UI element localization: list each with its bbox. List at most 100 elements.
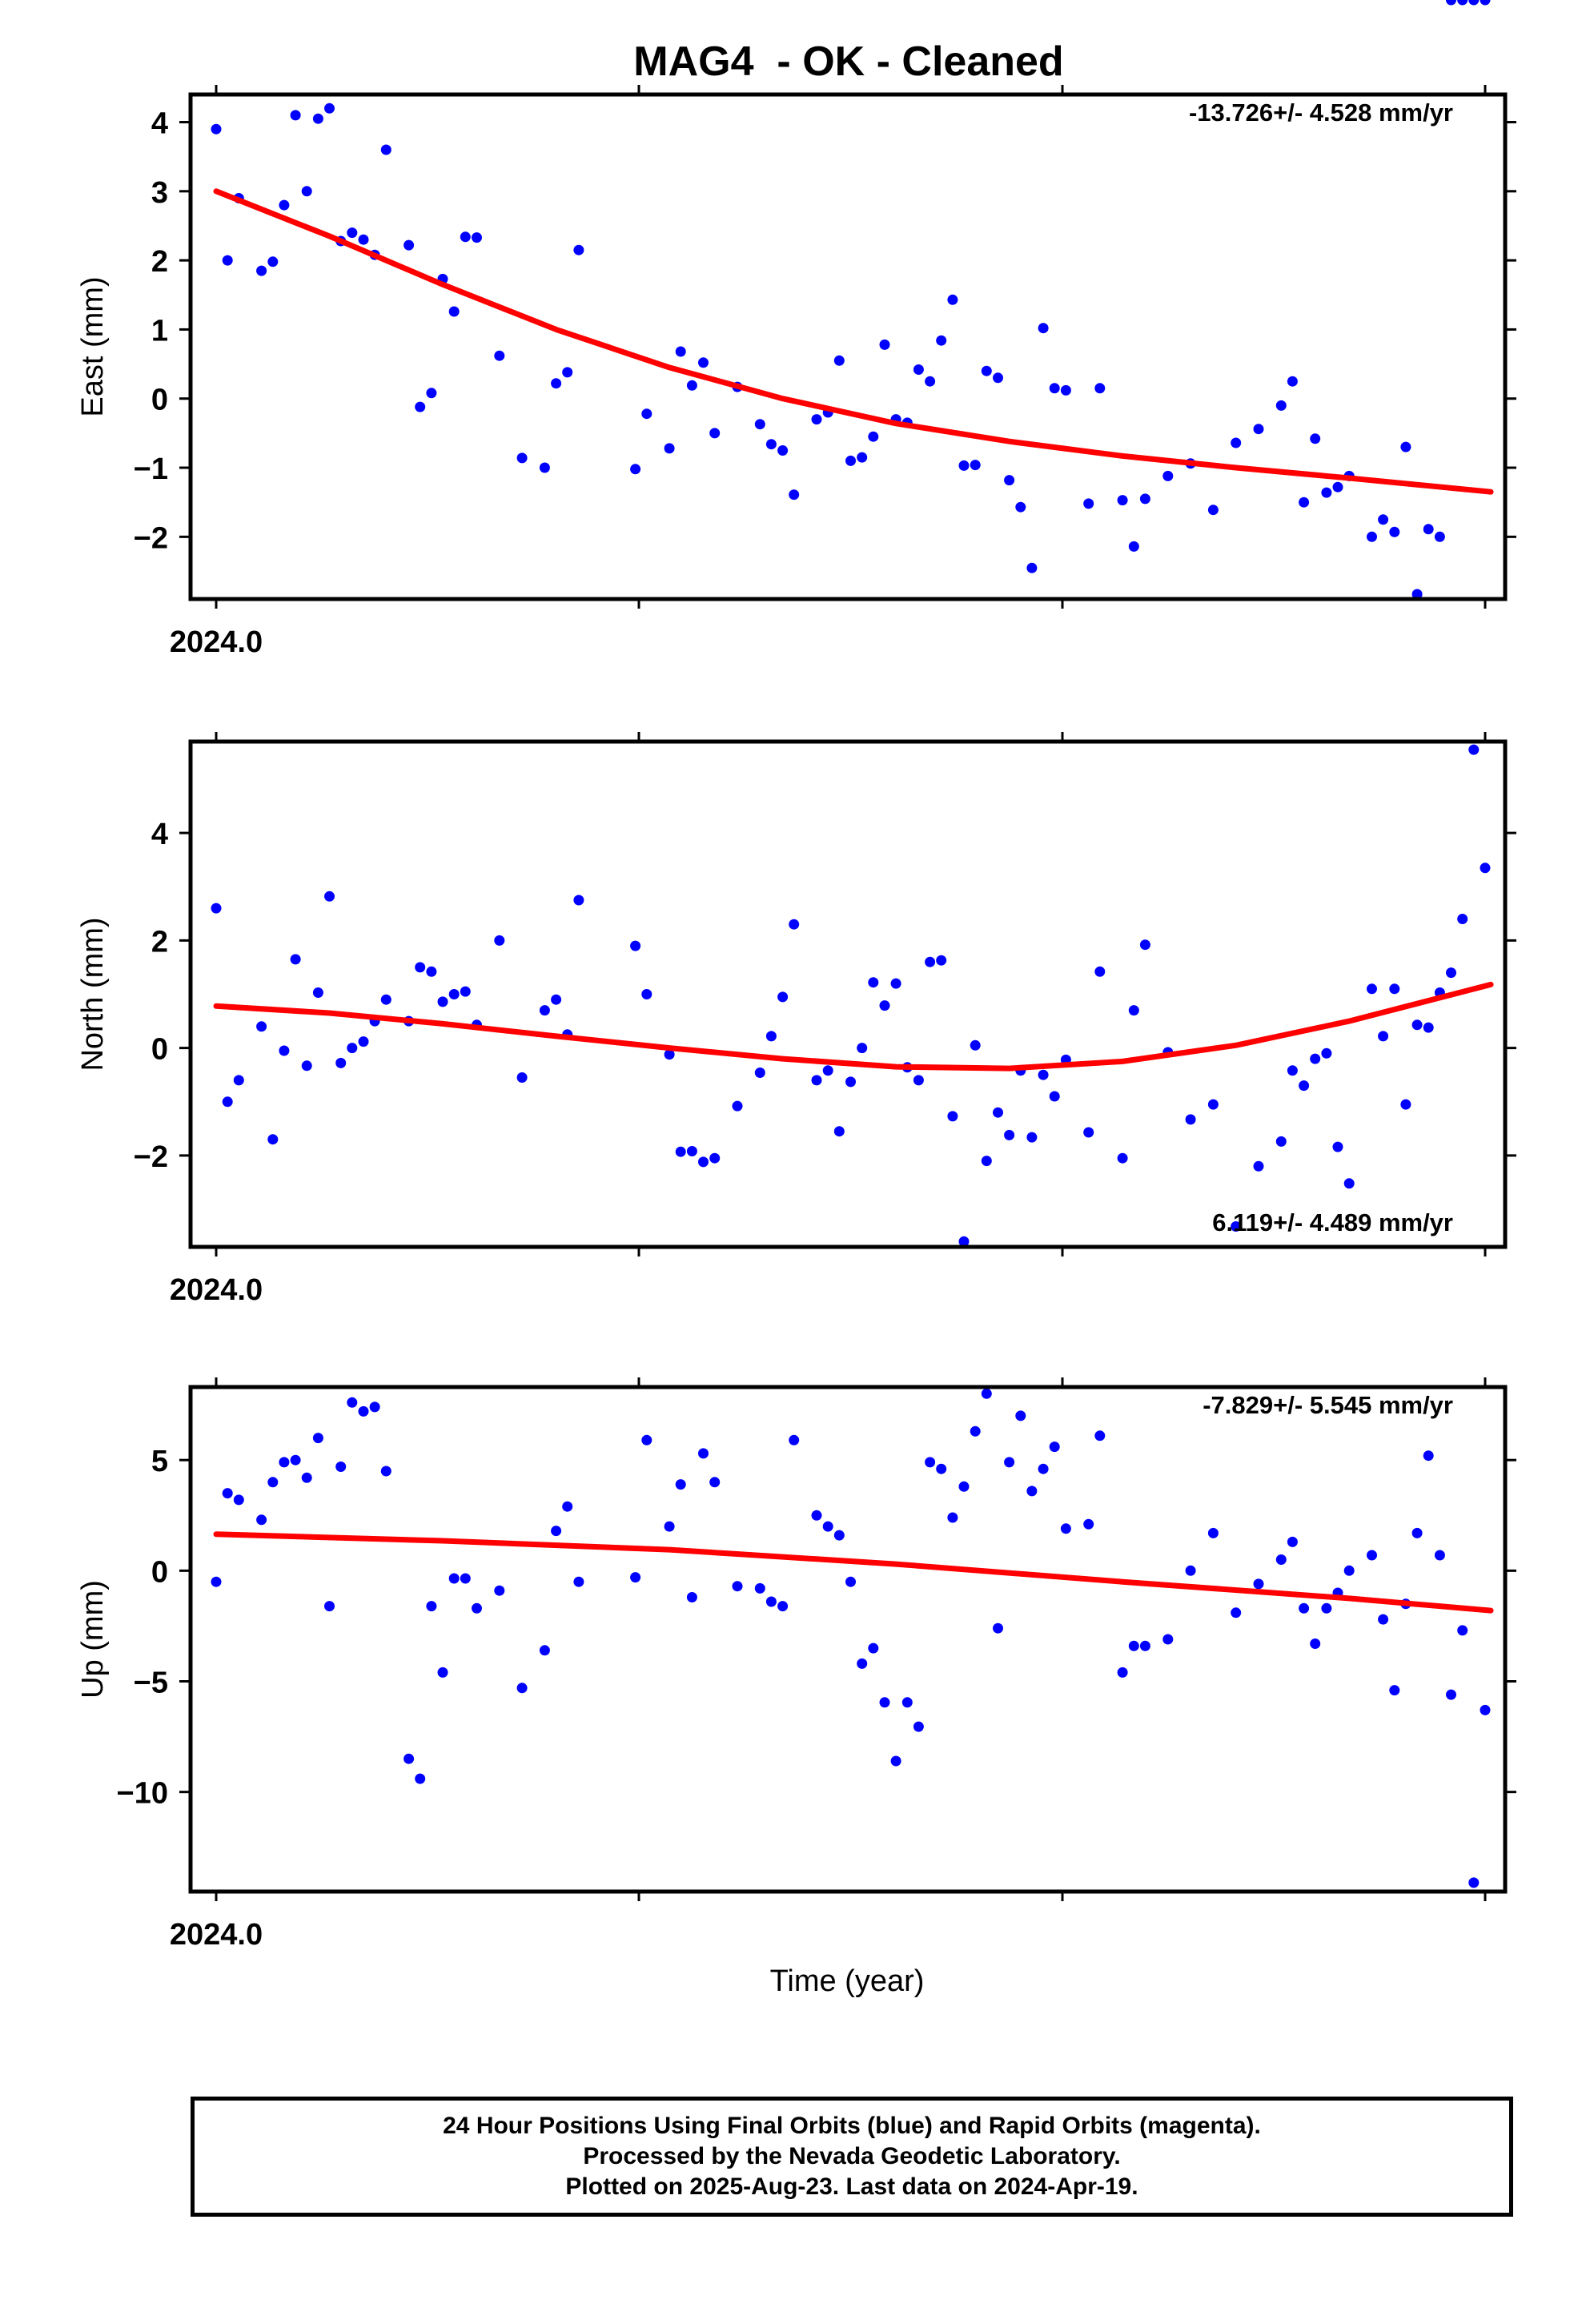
data-point (415, 962, 426, 973)
data-point (777, 1601, 789, 1612)
up-panel: −10 −5 0 5 2024.0 Up (mm) -7.829+/- 5.545 mm/y… (76, 1377, 1516, 1952)
data-point (516, 452, 528, 464)
data-point (913, 1075, 924, 1086)
data-point (256, 1021, 267, 1032)
data-point (1275, 1554, 1287, 1565)
y-tick-label: 1 (151, 314, 168, 348)
data-point (958, 1481, 970, 1492)
data-point (1310, 1053, 1321, 1064)
y-tick-label: −10 (117, 1777, 168, 1811)
footer-line-3: Plotted on 2025-Aug-23. Last data on 202… (565, 2173, 1138, 2200)
data-point (868, 431, 879, 442)
data-point (1321, 487, 1332, 498)
data-point (448, 306, 460, 317)
data-point (641, 1434, 652, 1445)
footer-line-1: 24 Hour Positions Using Final Orbits (bl… (443, 2113, 1261, 2139)
data-point (686, 1146, 697, 1156)
data-point (1446, 1689, 1456, 1700)
data-point (1480, 862, 1491, 874)
data-point (1004, 1129, 1015, 1140)
x-tick-label: 2024.0 (170, 1273, 263, 1307)
data-point (1310, 1638, 1321, 1649)
data-point (811, 1510, 822, 1521)
data-point (664, 1521, 675, 1532)
data-point (857, 1658, 868, 1669)
data-point (437, 1667, 448, 1678)
data-point (551, 994, 562, 1005)
data-point (211, 123, 222, 135)
data-point (1343, 1565, 1355, 1576)
data-point (1083, 1518, 1094, 1530)
data-point (1378, 1031, 1389, 1042)
data-point (1253, 1578, 1264, 1590)
y-tick-label: 2 (151, 245, 168, 279)
data-point (833, 1530, 845, 1541)
data-point (1231, 437, 1242, 448)
data-point (222, 1096, 233, 1108)
data-point (1162, 470, 1174, 481)
data-point (380, 994, 391, 1005)
data-point (1060, 1523, 1071, 1534)
data-point (290, 1454, 301, 1466)
fit-line (213, 981, 1494, 1072)
footer-box: 24 Hour Positions Using Final Orbits (bl… (191, 2097, 1513, 2217)
data-point (765, 1031, 777, 1042)
data-point (1367, 1550, 1377, 1561)
data-point (460, 986, 471, 997)
data-point (404, 239, 415, 251)
data-point (539, 1005, 550, 1016)
data-point (675, 346, 686, 357)
data-point (301, 186, 312, 197)
data-point (1423, 1450, 1434, 1462)
y-tick-label: 4 (151, 818, 168, 851)
data-point (448, 989, 460, 999)
fit-line (213, 1531, 1494, 1614)
data-point (630, 1572, 641, 1583)
x-tick-label: 2024.0 (170, 625, 263, 659)
data-point (1343, 1178, 1355, 1189)
data-point (913, 1721, 924, 1732)
data-point (970, 1425, 981, 1437)
data-point (347, 227, 358, 239)
data-point (1162, 1634, 1174, 1645)
data-point (754, 1068, 765, 1078)
y-axis-label: North (mm) (76, 917, 110, 1071)
data-point (822, 1521, 833, 1532)
data-point (1038, 323, 1049, 334)
data-point (925, 1457, 936, 1468)
data-point (1026, 1486, 1038, 1497)
fit-line (213, 188, 1494, 495)
data-point (1038, 1069, 1049, 1080)
data-point (460, 1573, 471, 1584)
data-point (822, 1065, 833, 1076)
data-point (686, 380, 697, 391)
data-point (1400, 1099, 1411, 1110)
data-point (1411, 1019, 1423, 1031)
data-point (641, 408, 652, 420)
data-point (347, 1043, 358, 1054)
data-point (1321, 1047, 1332, 1059)
data-point (1446, 0, 1456, 6)
data-point (1185, 1114, 1196, 1125)
data-point (516, 1683, 528, 1694)
data-point (868, 1642, 879, 1654)
data-point (879, 1000, 890, 1011)
data-point (562, 367, 573, 378)
data-point (1457, 1625, 1468, 1636)
data-point (312, 987, 323, 998)
rate-label: -13.726+/- 4.528 mm/yr (1189, 99, 1453, 127)
data-point (551, 1526, 562, 1537)
data-point (675, 1146, 686, 1157)
y-axis-label: Up (mm) (76, 1580, 110, 1699)
data-point (324, 1601, 335, 1612)
data-point (1411, 589, 1423, 600)
data-point (233, 1494, 244, 1506)
data-point (1038, 1463, 1049, 1474)
data-point (993, 1622, 1003, 1634)
data-point (1004, 1457, 1015, 1468)
data-point (789, 919, 800, 930)
data-point (1310, 433, 1321, 444)
data-point (494, 350, 505, 361)
data-point (1468, 744, 1480, 755)
